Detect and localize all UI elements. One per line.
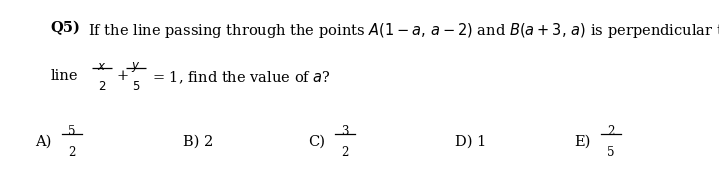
Text: line: line bbox=[50, 69, 78, 83]
Text: $2$: $2$ bbox=[98, 80, 106, 93]
Text: 5: 5 bbox=[608, 146, 615, 159]
Text: C): C) bbox=[308, 135, 325, 149]
Text: E): E) bbox=[574, 135, 591, 149]
Text: 2: 2 bbox=[68, 146, 75, 159]
Text: A): A) bbox=[35, 135, 52, 149]
Text: If the line passing through the points $A(1-a,\,a-2)$ and $B(a+3,\,a)$ is perpen: If the line passing through the points $… bbox=[88, 21, 719, 40]
Text: 2: 2 bbox=[342, 146, 349, 159]
Text: +: + bbox=[116, 69, 129, 83]
Text: B) 2: B) 2 bbox=[183, 135, 213, 149]
Text: Q5): Q5) bbox=[50, 21, 81, 35]
Text: = 1, find the value of $a$?: = 1, find the value of $a$? bbox=[152, 69, 331, 86]
Text: 2: 2 bbox=[608, 125, 615, 138]
Text: D) 1: D) 1 bbox=[455, 135, 487, 149]
Text: $y$: $y$ bbox=[131, 60, 141, 74]
Text: $5$: $5$ bbox=[132, 80, 140, 93]
Text: $x$: $x$ bbox=[97, 60, 107, 73]
Text: 3: 3 bbox=[342, 125, 349, 138]
Text: 5: 5 bbox=[68, 125, 75, 138]
